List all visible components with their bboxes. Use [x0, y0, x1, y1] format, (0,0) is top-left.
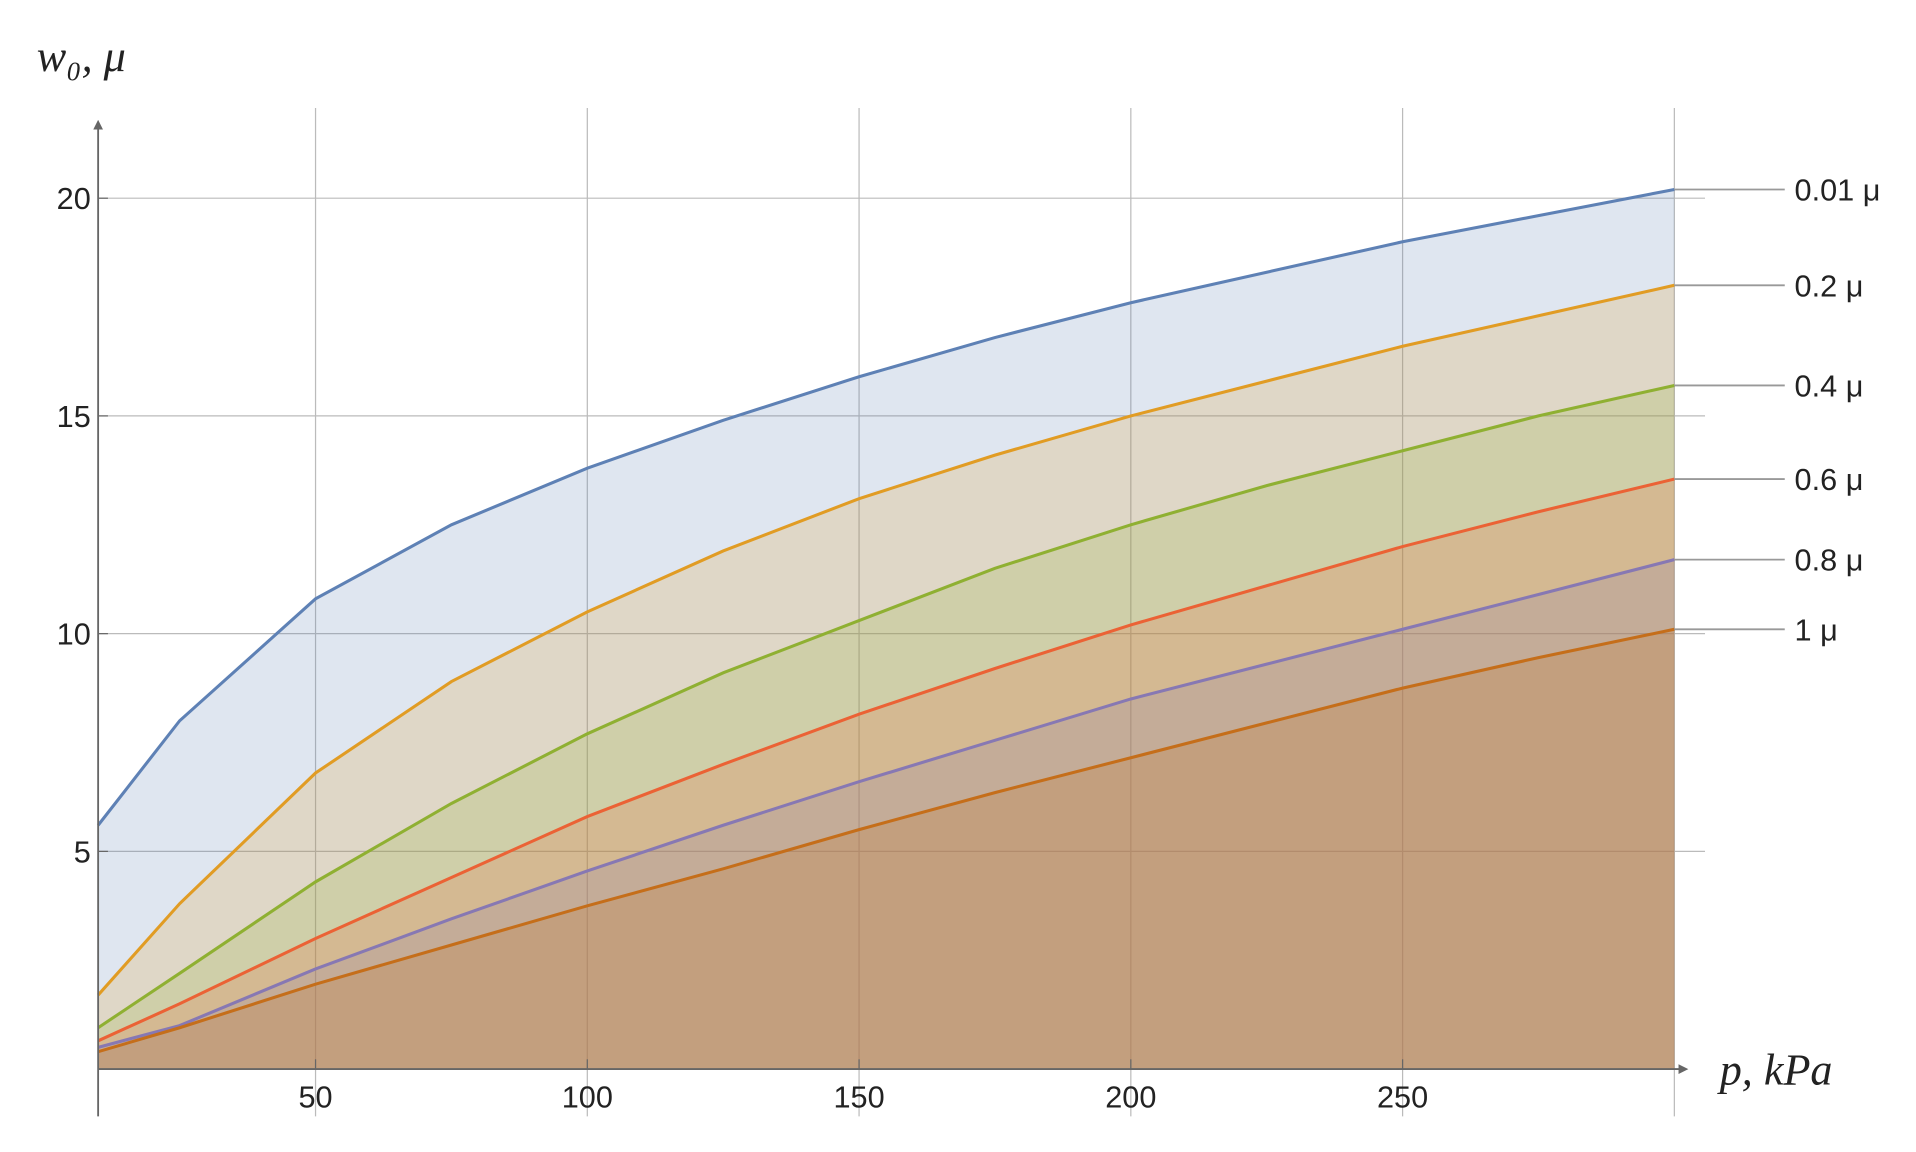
- legend-label: 1 μ: [1795, 613, 1838, 647]
- line: [97, 558, 1675, 1049]
- line: [97, 477, 1675, 1043]
- line: [96, 187, 1675, 827]
- legend-label: 0.4 μ: [1795, 369, 1864, 403]
- line: [97, 383, 1675, 1030]
- x-tick-label: 250: [1377, 1081, 1428, 1115]
- y-tick-label: 20: [57, 182, 91, 216]
- legend-label: 0.2 μ: [1795, 269, 1864, 303]
- legend-label: 0.8 μ: [1795, 544, 1864, 578]
- x-tick-label: 100: [562, 1081, 613, 1115]
- area: [98, 629, 1675, 1070]
- area: [98, 385, 1675, 1070]
- x-tick-label: 200: [1105, 1081, 1156, 1115]
- y-tick-label: 10: [57, 618, 91, 652]
- legend-label: 0.01 μ: [1795, 174, 1881, 208]
- y-tick-label: 15: [57, 400, 91, 434]
- area: [98, 559, 1675, 1070]
- y-axis-label: w₀, μ: [37, 32, 126, 81]
- area: [98, 189, 1675, 1070]
- line: [97, 627, 1675, 1054]
- legend-label: 0.6 μ: [1795, 463, 1864, 497]
- line: [96, 283, 1675, 997]
- x-tick-label: 150: [833, 1081, 884, 1115]
- x-tick-label: 50: [298, 1081, 332, 1115]
- y-tick-label: 5: [74, 835, 91, 869]
- x-axis-label: p, kPa: [1717, 1045, 1833, 1094]
